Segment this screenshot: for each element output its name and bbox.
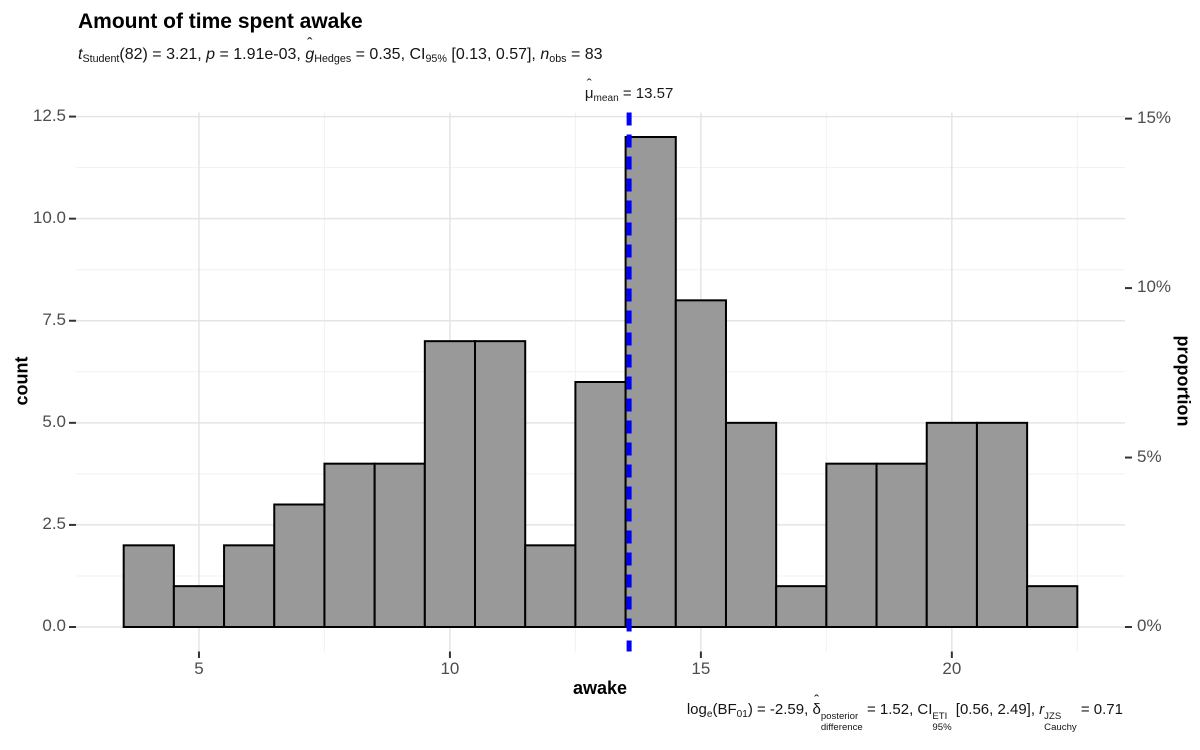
- histogram-bar: [223, 544, 276, 628]
- chart-caption-bayes-stats: loge(BF01) = -2.59, δposteriordifference…: [687, 701, 1123, 734]
- histogram-bar: [825, 462, 878, 628]
- y2-tick-label: 0%: [1137, 616, 1162, 635]
- histogram-bar: [775, 585, 828, 629]
- histogram-bar: [172, 585, 226, 629]
- x-tick-label: 10: [440, 658, 460, 678]
- histogram-bar: [624, 136, 677, 628]
- x-tick-label: 15: [691, 658, 711, 678]
- y-tick-label: 12.5: [32, 105, 66, 125]
- histogram-bar: [474, 340, 527, 628]
- y-tick-label: 2.5: [42, 513, 66, 533]
- y-tick-label: 7.5: [42, 309, 66, 329]
- histogram-bar: [122, 544, 175, 628]
- chart-title: Amount of time spent awake: [78, 10, 363, 33]
- y2-tick-label: 10%: [1137, 277, 1172, 297]
- histogram-bar: [975, 421, 1029, 629]
- x-tick-label: 5: [194, 658, 204, 678]
- histogram-bar: [524, 544, 577, 628]
- histogram-bar: [875, 462, 928, 628]
- script-stack: ETI 95%: [932, 711, 952, 733]
- mean-annotation-label: μmean = 13.57: [585, 85, 673, 104]
- histogram-bar: [724, 421, 778, 629]
- histogram-bar: [423, 340, 477, 628]
- y-tick-label: 0.0: [42, 616, 66, 635]
- histogram-bar: [925, 421, 978, 629]
- chart-subtitle-stats: tStudent(82) = 3.21, p = 1.91e-03, gHedg…: [78, 46, 603, 65]
- y2-tick-label: 5%: [1137, 446, 1162, 466]
- histogram-bar: [373, 462, 426, 628]
- histogram-bar: [574, 381, 627, 628]
- y-tick-label: 10.0: [32, 207, 66, 227]
- histogram-bar: [273, 503, 326, 628]
- script-stack: JZS Cauchy: [1044, 711, 1077, 733]
- x-tick-label: 20: [942, 658, 962, 678]
- histogram-bar: [323, 462, 376, 628]
- y-tick-label: 5.0: [42, 411, 66, 431]
- histogram-bar: [674, 299, 727, 628]
- y2-tick-label: 15%: [1137, 107, 1172, 127]
- script-stack: posterior difference: [820, 711, 863, 733]
- histogram-bar: [1026, 585, 1079, 629]
- x-axis-title: awake: [572, 678, 628, 698]
